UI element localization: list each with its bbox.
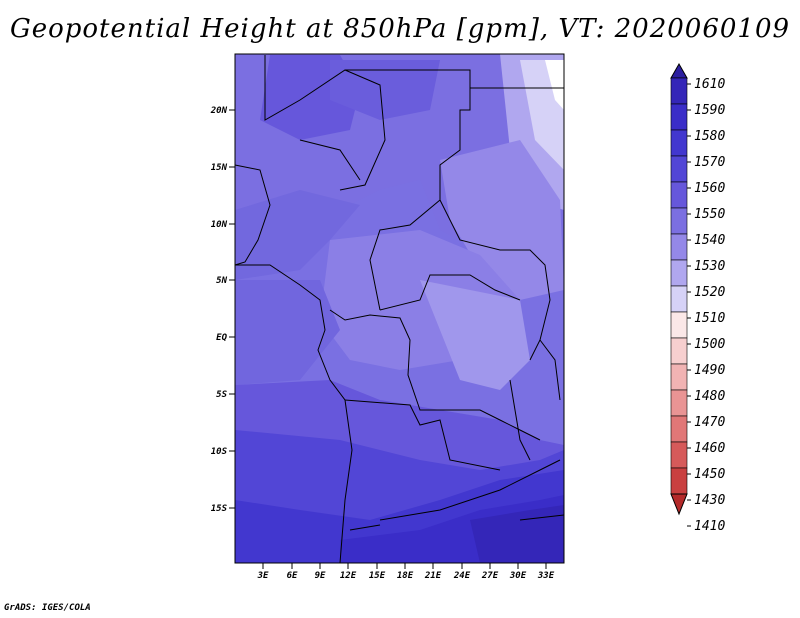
colorbar-swatch bbox=[670, 467, 688, 495]
colorbar-level-label: 1450 bbox=[694, 467, 725, 482]
colorbar-level-label: 1580 bbox=[694, 129, 725, 144]
colorbar-swatch bbox=[670, 103, 688, 131]
lon-label: 3E bbox=[257, 571, 269, 581]
lon-label: 6E bbox=[287, 571, 298, 581]
colorbar-level-label: 1410 bbox=[694, 519, 725, 534]
lat-label: EQ bbox=[216, 333, 227, 343]
map-panel bbox=[234, 53, 565, 564]
colorbar-swatch bbox=[670, 181, 688, 209]
lat-axis: 20N 15N 10N 5N EQ 5S 10S 15S bbox=[210, 106, 235, 514]
footer-credit: GrADS: IGES/COLA bbox=[4, 603, 91, 613]
lat-label: 10S bbox=[211, 447, 228, 457]
lon-label: 12E bbox=[340, 571, 357, 581]
lon-label: 24E bbox=[453, 571, 471, 581]
lon-label: 15E bbox=[369, 571, 386, 581]
colorbar-swatch bbox=[670, 129, 688, 157]
colorbar-swatch bbox=[670, 363, 688, 391]
lon-label: 33E bbox=[537, 571, 555, 581]
colorbar-level-label: 1470 bbox=[694, 415, 725, 430]
lat-label: 5N bbox=[216, 276, 227, 286]
colorbar-level-label: 1570 bbox=[694, 155, 725, 170]
lat-label: 15S bbox=[211, 504, 228, 514]
colorbar-level-label: 1520 bbox=[694, 285, 725, 300]
lon-label: 30E bbox=[509, 571, 527, 581]
colorbar-level-label: 1540 bbox=[694, 233, 725, 248]
colorbar-swatch bbox=[670, 259, 688, 287]
lon-label: 9E bbox=[315, 571, 326, 581]
colorbar-swatch bbox=[670, 233, 688, 261]
colorbar-swatch bbox=[670, 337, 688, 365]
colorbar-level-label: 1460 bbox=[694, 441, 725, 456]
lon-label: 21E bbox=[424, 571, 442, 581]
chart-title: Geopotential Height at 850hPa [gpm], VT:… bbox=[9, 14, 791, 44]
colorbar-swatch bbox=[670, 441, 688, 469]
lat-label: 10N bbox=[211, 220, 228, 230]
colorbar-swatch bbox=[670, 77, 688, 105]
colorbar-level-label: 1610 bbox=[694, 77, 725, 92]
colorbar-swatch bbox=[670, 285, 688, 313]
colorbar-level-label: 1490 bbox=[694, 363, 725, 378]
colorbar-level-label: 1530 bbox=[694, 259, 725, 274]
lon-label: 18E bbox=[397, 571, 414, 581]
colorbar-swatch bbox=[670, 389, 688, 417]
colorbar-swatch bbox=[670, 415, 688, 443]
colorbar-level-label: 1480 bbox=[694, 389, 725, 404]
lat-label: 20N bbox=[210, 106, 228, 116]
lat-label: 15N bbox=[211, 163, 228, 173]
colorbar-level-label: 1590 bbox=[694, 103, 725, 118]
colorbar: 1610 1590 1580 1570 1560 1550 1540 1530 1520 1510… bbox=[670, 62, 725, 534]
colorbar-level-label: 1510 bbox=[694, 311, 725, 326]
colorbar-level-label: 1430 bbox=[694, 493, 725, 508]
colorbar-swatch bbox=[670, 155, 688, 183]
lat-label: 5S bbox=[216, 390, 227, 400]
colorbar-level-label: 1500 bbox=[694, 337, 725, 352]
lon-label: 27E bbox=[481, 571, 499, 581]
colorbar-level-label: 1550 bbox=[694, 207, 725, 222]
colorbar-swatch bbox=[670, 311, 688, 339]
colorbar-top-arrow bbox=[670, 62, 688, 79]
lon-axis: 3E 6E 9E 12E 15E 18E 21E 24E 27E 30E 33E bbox=[257, 563, 555, 581]
colorbar-swatch bbox=[670, 207, 688, 235]
colorbar-level-label: 1560 bbox=[694, 181, 725, 196]
colorbar-bottom-arrow bbox=[670, 493, 688, 516]
